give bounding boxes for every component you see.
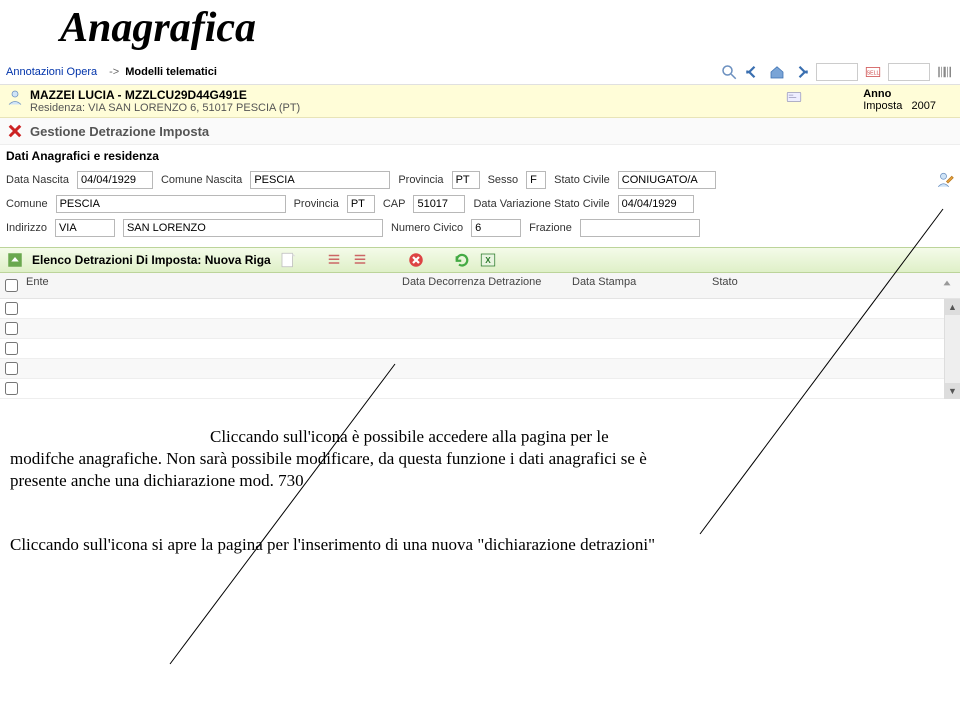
label-data-var: Data Variazione Stato Civile [473,198,609,210]
table-row[interactable] [0,299,960,319]
grid-title: Elenco Detrazioni Di Imposta: Nuova Riga [32,253,271,267]
sell-icon[interactable]: SELL [864,63,882,81]
grid-select-all[interactable] [5,279,18,292]
nav-home-icon[interactable] [768,63,786,81]
delete-icon[interactable] [407,251,425,269]
toolbar-field-1[interactable] [816,63,858,81]
input-frazione[interactable] [580,219,700,237]
list-icon-1[interactable] [325,251,343,269]
new-row-icon[interactable] [279,251,297,269]
col-decorrenza[interactable]: Data Decorrenza Detrazione [402,276,572,295]
input-indirizzo-pref[interactable] [55,219,115,237]
edit-anagrafica-icon[interactable] [936,171,954,189]
label-cap: CAP [383,198,406,210]
grid-column-header: Ente Data Decorrenza Detrazione Data Sta… [0,273,960,299]
input-stato-civile[interactable] [618,171,716,189]
input-comune[interactable] [56,195,286,213]
label-numero-civico: Numero Civico [391,222,463,234]
user-info-bar: MAZZEI LUCIA - MZZLCU29D44G491E Residenz… [0,85,960,118]
user-residence: Residenza: VIA SAN LORENZO 6, 51017 PESC… [30,102,300,114]
row-checkbox[interactable] [5,302,18,315]
grid-toolbar: Elenco Detrazioni Di Imposta: Nuova Riga… [0,247,960,273]
input-numero-civico[interactable] [471,219,521,237]
scrollbar[interactable]: ▲ ▼ [944,299,960,399]
input-provincia[interactable] [347,195,375,213]
breadcrumb-current: Modelli telematici [125,66,217,78]
label-sesso: Sesso [488,174,519,186]
col-stampa[interactable]: Data Stampa [572,276,712,295]
year-block: Anno Imposta 2007 [863,88,936,112]
table-row[interactable] [0,339,960,359]
search-icon[interactable] [720,63,738,81]
breadcrumb-separator: -> [109,66,119,78]
breadcrumb-bar: Annotazioni Opera -> Modelli telematici … [0,60,960,85]
nav-next-icon[interactable] [792,63,810,81]
grid-collapse-icon[interactable] [6,251,24,269]
person-icon [6,88,24,106]
toolbar: SELL [720,63,954,81]
scroll-up-icon[interactable] [940,276,954,290]
input-sesso[interactable] [526,171,546,189]
breadcrumb-link[interactable]: Annotazioni Opera [6,66,97,78]
row-checkbox[interactable] [5,362,18,375]
user-name: MAZZEI LUCIA - MZZLCU29D44G491E [30,88,300,102]
col-ente[interactable]: Ente [22,276,402,295]
label-indirizzo: Indirizzo [6,222,47,234]
label-stato-civile: Stato Civile [554,174,610,186]
annotation-2: Cliccando sull'icona si apre la pagina p… [0,535,960,555]
table-row[interactable] [0,379,960,399]
year-value: 2007 [912,100,936,112]
section-header: Gestione Detrazione Imposta [0,118,960,145]
nav-prev-icon[interactable] [744,63,762,81]
input-cap[interactable] [413,195,465,213]
row-checkbox[interactable] [5,322,18,335]
barcode-icon[interactable] [936,63,954,81]
page-title: Anagrafica [60,4,960,52]
label-comune-nascita: Comune Nascita [161,174,242,186]
row-checkbox[interactable] [5,342,18,355]
grid-body: ▲ ▼ [0,299,960,399]
close-icon[interactable] [6,122,24,140]
label-provincia-nascita: Provincia [398,174,443,186]
toolbar-field-2[interactable] [888,63,930,81]
excel-icon[interactable]: X [479,251,497,269]
label-frazione: Frazione [529,222,572,234]
year-sublabel: Imposta [863,100,902,112]
list-icon-2[interactable] [351,251,369,269]
label-provincia: Provincia [294,198,339,210]
input-data-var[interactable] [618,195,694,213]
label-comune: Comune [6,198,48,210]
input-data-nascita[interactable] [77,171,153,189]
row-checkbox[interactable] [5,382,18,395]
col-stato[interactable]: Stato [712,276,882,295]
table-row[interactable] [0,359,960,379]
year-label: Anno [863,88,936,100]
svg-text:SELL: SELL [867,70,880,76]
label-data-nascita: Data Nascita [6,174,69,186]
card-icon[interactable] [785,88,803,106]
section-title: Gestione Detrazione Imposta [30,124,209,139]
sub-section-title: Dati Anagrafici e residenza [0,145,960,167]
refresh-icon[interactable] [453,251,471,269]
input-provincia-nascita[interactable] [452,171,480,189]
svg-text:X: X [485,256,491,265]
table-row[interactable] [0,319,960,339]
annotation-1: Cliccando sull'icona è possibile acceder… [0,427,960,491]
input-indirizzo-via[interactable] [123,219,383,237]
input-comune-nascita[interactable] [250,171,390,189]
anagrafica-form: Data Nascita Comune Nascita Provincia Se… [0,167,960,247]
